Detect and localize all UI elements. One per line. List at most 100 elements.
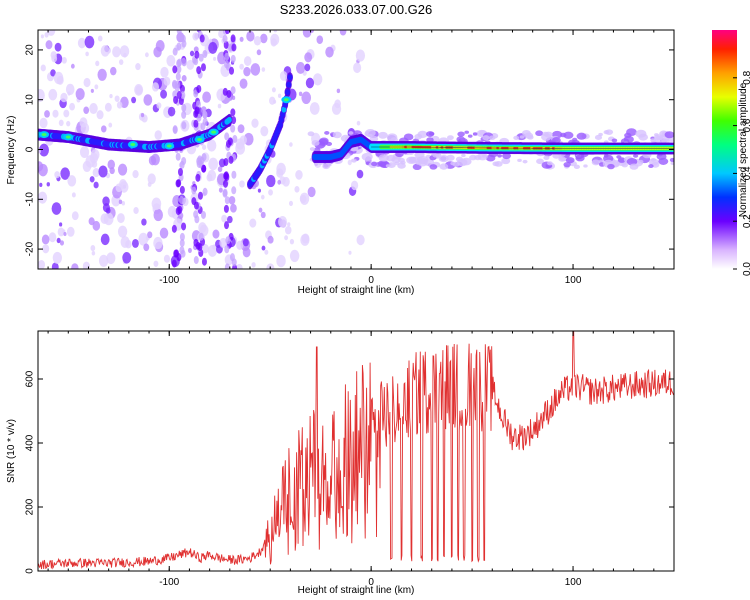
streak-blob xyxy=(198,53,204,62)
noise-blob xyxy=(167,206,177,218)
line-noise-blob xyxy=(542,131,549,137)
streak-blob xyxy=(179,232,185,241)
streak-blob xyxy=(176,30,182,35)
streak-blob xyxy=(195,173,201,182)
y-tick-label: 0 xyxy=(25,146,36,152)
line-noise-blob xyxy=(446,154,455,161)
streak-blob xyxy=(222,87,228,96)
noise-blob xyxy=(102,203,110,213)
noise-blob xyxy=(50,69,56,77)
noise-blob xyxy=(251,262,256,268)
noise-blob xyxy=(131,96,137,104)
noise-blob xyxy=(156,102,162,109)
line-noise-blob xyxy=(591,159,601,166)
hotspot-inner xyxy=(41,132,47,137)
line-noise-blob xyxy=(648,164,654,169)
noise-blob xyxy=(355,49,366,62)
noise-blob xyxy=(269,96,276,105)
noise-blob xyxy=(289,249,300,263)
noise-blob xyxy=(147,173,156,185)
noise-blob xyxy=(106,252,116,265)
noise-blob xyxy=(295,61,306,74)
ridge-mid xyxy=(281,106,287,113)
noise-blob xyxy=(309,102,320,115)
noise-blob xyxy=(38,161,44,172)
noise-blob xyxy=(46,182,50,187)
noise-blob xyxy=(159,227,169,239)
noise-blob xyxy=(112,46,121,58)
line-noise-blob xyxy=(497,154,503,158)
line-noise-blob xyxy=(543,155,550,160)
noise-blob xyxy=(83,106,90,115)
streak-blob xyxy=(172,47,178,56)
streak-blob xyxy=(194,106,200,115)
noise-blob xyxy=(155,40,165,52)
hotspot-inner xyxy=(197,137,203,142)
line-noise-blob xyxy=(371,161,378,167)
ridge-mid xyxy=(277,121,283,128)
line-noise-blob xyxy=(429,164,438,170)
colorbar-label: Normalized spectral amplitude xyxy=(738,82,749,217)
colorbar: 0.0 0.2 0.4 0.6 0.8 Normalized spectral ampl… xyxy=(712,30,750,276)
noise-blob xyxy=(289,142,293,147)
line-noise-blob xyxy=(319,137,329,145)
streak-blob xyxy=(198,232,204,241)
noise-blob xyxy=(39,182,43,187)
line-noise-blob xyxy=(311,140,320,146)
noise-blob xyxy=(221,214,228,223)
noise-blob xyxy=(218,187,223,193)
line-noise-blob xyxy=(519,135,525,139)
noise-blob xyxy=(217,103,222,109)
streak-blob xyxy=(201,257,207,266)
noise-blob xyxy=(89,103,98,115)
noise-blob xyxy=(278,215,288,228)
streak-blob xyxy=(223,204,229,213)
streak-blob xyxy=(200,122,206,131)
noise-blob xyxy=(239,135,247,145)
noise-blob xyxy=(118,59,124,65)
line-noise-blob xyxy=(324,131,330,135)
line-noise-blob xyxy=(650,138,657,143)
noise-blob xyxy=(45,40,53,50)
noise-blob xyxy=(143,243,150,252)
streak-blob xyxy=(224,30,230,35)
line-noise-blob xyxy=(517,158,522,163)
noise-blob xyxy=(95,60,100,67)
noise-blob xyxy=(143,94,153,106)
noise-blob xyxy=(40,64,46,72)
streak-blob xyxy=(224,60,230,69)
streak-blob xyxy=(224,52,230,61)
noise-blob xyxy=(48,232,57,243)
streak-blob xyxy=(227,137,233,146)
line-noise-blob xyxy=(501,157,511,165)
y-tick-label: 0 xyxy=(25,568,36,574)
noise-blob xyxy=(97,68,107,81)
noise-blob xyxy=(186,59,195,70)
noise-blob xyxy=(108,122,113,128)
line-noise-blob xyxy=(658,157,669,165)
streak-blob xyxy=(179,246,185,255)
hotspot-inner xyxy=(283,98,289,102)
line-noise-blob xyxy=(467,134,473,138)
noise-blob xyxy=(242,238,249,247)
noise-blob xyxy=(209,38,213,43)
line-noise-blob xyxy=(403,133,414,141)
noise-blob xyxy=(266,174,276,188)
noise-blob xyxy=(202,144,207,150)
y-tick-label: 400 xyxy=(25,434,36,451)
noise-blob xyxy=(218,30,225,39)
snr-frame xyxy=(37,330,675,572)
line-noise-blob xyxy=(428,131,435,136)
snr-panel: -100 0 100 0 200 400 600 Height of straight li… xyxy=(6,330,675,596)
noise-blob xyxy=(109,167,115,175)
noise-blob xyxy=(348,250,352,255)
noise-blob xyxy=(141,218,147,226)
line-noise-blob xyxy=(664,131,674,139)
line-noise-blob xyxy=(635,129,647,138)
noise-blob xyxy=(96,110,104,120)
y-tick-label: 10 xyxy=(25,94,36,106)
noise-blob xyxy=(334,99,341,109)
